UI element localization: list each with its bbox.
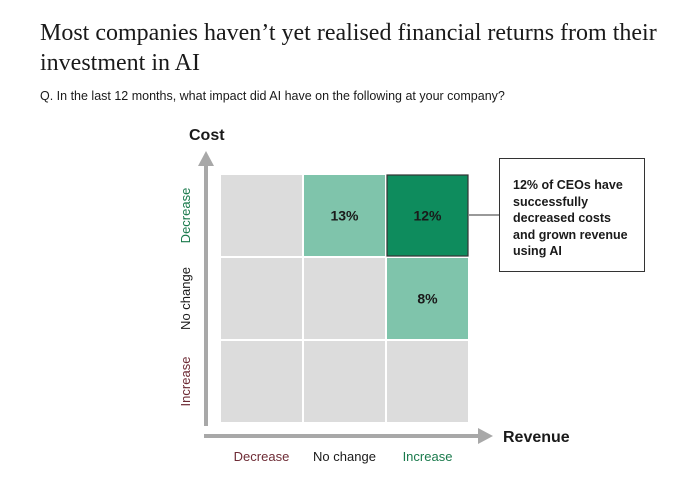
chart-title: Most companies haven’t yet realised fina… (40, 20, 657, 76)
y-tick-increase: Increase (178, 357, 193, 407)
y-tick-no-change: No change (178, 267, 193, 330)
x-axis-arrow (478, 428, 493, 444)
cell-value-label: 8% (417, 291, 438, 307)
cell-revenue-decrease-cost-increase (221, 341, 302, 422)
x-tick-increase: Increase (403, 449, 453, 464)
y-axis-arrow (198, 151, 214, 166)
cell-revenue-no-change-cost-no-change (304, 258, 385, 339)
chart-subtitle: Q. In the last 12 months, what impact di… (40, 89, 505, 103)
cell-revenue-increase-cost-decrease (386, 174, 469, 257)
cell-revenue-decrease-cost-decrease (221, 175, 302, 256)
cell-revenue-increase-cost-increase (387, 341, 468, 422)
cell-value-label: 13% (330, 208, 359, 224)
y-axis-title: Cost (189, 127, 225, 144)
cell-revenue-increase-cost-no-change (387, 258, 468, 339)
x-axis-title: Revenue (503, 429, 570, 446)
cell-value-label: 12% (413, 208, 442, 224)
x-tick-decrease: Decrease (234, 449, 290, 464)
cell-revenue-no-change-cost-decrease (304, 175, 385, 256)
cell-revenue-no-change-cost-increase (304, 341, 385, 422)
callout-box: 12% of CEOs have successfully decreased … (499, 158, 645, 272)
cell-revenue-decrease-cost-no-change (221, 258, 302, 339)
y-tick-decrease: Decrease (178, 188, 193, 244)
x-tick-no-change: No change (313, 449, 376, 464)
